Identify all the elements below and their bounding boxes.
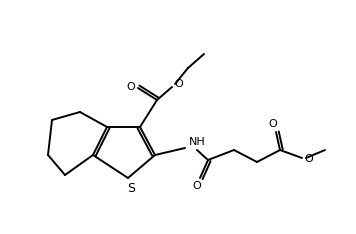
- Text: O: O: [269, 119, 277, 129]
- Text: NH: NH: [189, 137, 206, 147]
- Text: O: O: [127, 82, 135, 92]
- Text: O: O: [305, 154, 313, 164]
- Text: S: S: [127, 182, 135, 194]
- Text: O: O: [175, 79, 183, 89]
- Text: O: O: [193, 181, 201, 191]
